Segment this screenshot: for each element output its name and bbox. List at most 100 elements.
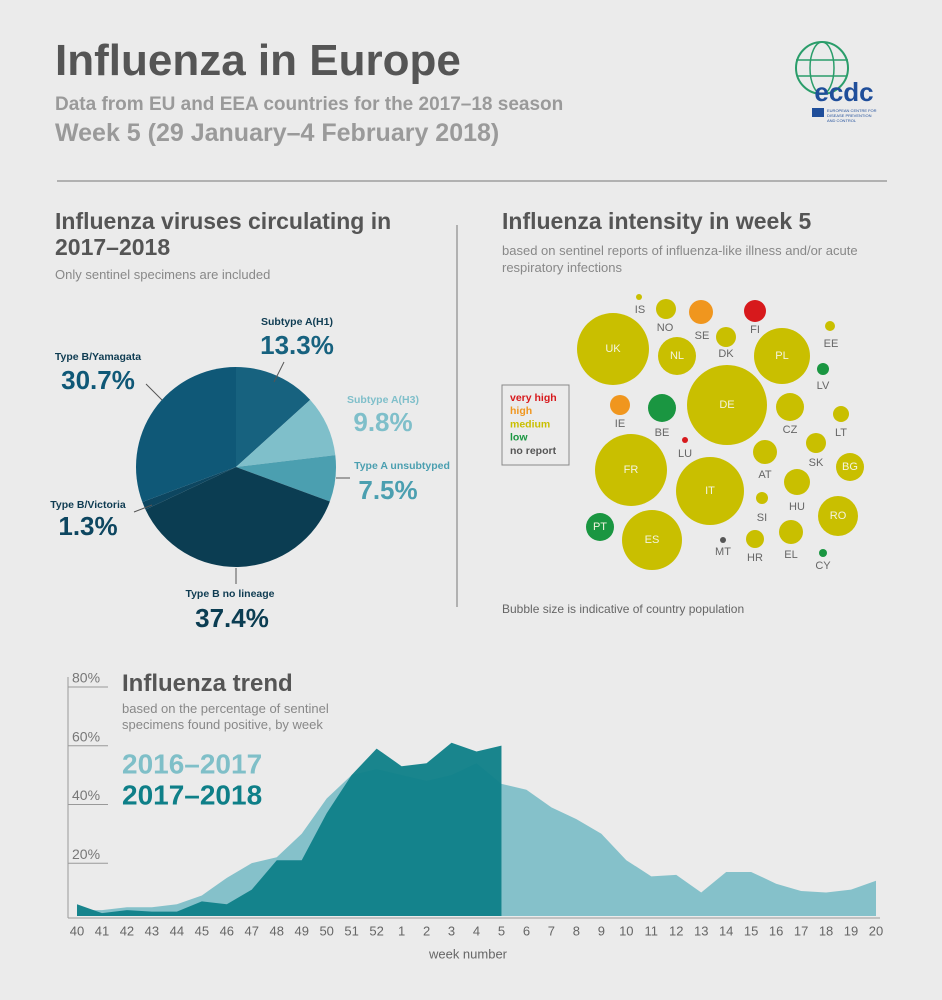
country-bubble xyxy=(682,437,688,443)
pie-slice xyxy=(236,399,336,467)
country-bubble xyxy=(833,406,849,422)
slice-label: Type B/Yamagata xyxy=(55,351,141,363)
x-tick-label: 42 xyxy=(120,923,134,938)
logo-caption: EUROPEAN CENTRE FOR DISEASE PREVENTION A… xyxy=(827,108,877,123)
x-tick-label: 5 xyxy=(498,923,505,938)
country-label: DK xyxy=(718,348,734,360)
x-tick-label: 44 xyxy=(170,923,184,938)
country-bubble xyxy=(754,328,810,384)
slice-label: Type B no lineage xyxy=(185,588,274,600)
country-bubble xyxy=(818,496,858,536)
x-tick-label: 40 xyxy=(70,923,84,938)
country-label: LU xyxy=(678,448,692,460)
country-label: NO xyxy=(657,322,674,334)
legend-item: very high xyxy=(510,392,557,404)
country-bubble xyxy=(746,530,764,548)
leader-line xyxy=(273,361,285,383)
x-tick-label: 14 xyxy=(719,923,733,938)
pie-slice xyxy=(236,455,336,502)
x-tick-label: 2 xyxy=(423,923,430,938)
country-bubble xyxy=(687,365,767,445)
legend-item: high xyxy=(510,405,532,417)
country-bubble xyxy=(817,363,829,375)
country-label: LV xyxy=(817,380,830,392)
country-bubble xyxy=(720,537,726,543)
x-tick-label: 11 xyxy=(645,923,659,938)
country-label: BG xyxy=(842,461,858,473)
x-tick-label: 10 xyxy=(619,923,633,938)
slice-value: 9.8% xyxy=(353,407,412,437)
week: Week 5 (29 January–4 February 2018) xyxy=(55,119,500,147)
country-label: EE xyxy=(824,338,839,350)
country-label: SK xyxy=(809,457,824,469)
country-label: RO xyxy=(830,510,847,522)
slice-label: Subtype A(H3) xyxy=(347,394,419,406)
country-label: ES xyxy=(645,534,660,546)
x-tick-label: 47 xyxy=(245,923,259,938)
country-bubble xyxy=(836,453,864,481)
bubble-title: Influenza intensity in week 5 xyxy=(502,208,812,234)
slice-value: 1.3% xyxy=(58,511,117,541)
y-tick-label: 80% xyxy=(72,670,100,686)
country-bubble xyxy=(636,294,642,300)
x-tick-label: 20 xyxy=(869,923,883,938)
leader-line xyxy=(145,383,163,401)
country-label: FI xyxy=(750,324,760,336)
leader-line xyxy=(133,504,153,513)
country-label: UK xyxy=(605,343,621,355)
country-label: CZ xyxy=(783,424,798,436)
x-tick-label: 16 xyxy=(769,923,783,938)
x-tick-label: 45 xyxy=(195,923,209,938)
legend-item: medium xyxy=(510,418,550,430)
legend-box xyxy=(501,384,570,466)
x-tick-label: 19 xyxy=(844,923,858,938)
x-tick-label: 12 xyxy=(669,923,683,938)
country-bubble xyxy=(825,321,835,331)
country-bubble xyxy=(744,300,766,322)
country-label: MT xyxy=(715,546,731,558)
country-bubble xyxy=(676,457,744,525)
slice-value: 37.4% xyxy=(195,603,269,633)
x-tick-label: 13 xyxy=(694,923,708,938)
x-tick-label: 46 xyxy=(220,923,234,938)
x-axis-label: week number xyxy=(428,946,508,961)
country-bubble xyxy=(806,433,826,453)
x-tick-label: 4 xyxy=(473,923,480,938)
country-bubble xyxy=(622,510,682,570)
x-tick-label: 3 xyxy=(448,923,455,938)
country-bubble xyxy=(658,337,696,375)
x-tick-label: 41 xyxy=(95,923,109,938)
x-tick-label: 15 xyxy=(744,923,758,938)
slice-label: Subtype A(H1) xyxy=(261,316,333,328)
country-label: PT xyxy=(593,521,607,533)
slice-value: 7.5% xyxy=(358,475,417,505)
slice-value: 13.3% xyxy=(260,330,334,360)
legend-item: no report xyxy=(510,445,557,457)
legend-item: 2016–2017 xyxy=(122,748,262,779)
x-tick-label: 52 xyxy=(369,923,383,938)
country-label: LT xyxy=(835,427,847,439)
y-tick-label: 20% xyxy=(72,846,100,862)
country-bubble xyxy=(756,492,768,504)
pie-slice xyxy=(145,467,330,567)
country-label: SE xyxy=(695,330,710,342)
x-tick-label: 8 xyxy=(573,923,580,938)
country-bubble xyxy=(610,395,630,415)
trend-subtitle: based on the percentage of sentinel spec… xyxy=(122,701,329,732)
x-tick-label: 48 xyxy=(270,923,284,938)
pie-slice xyxy=(236,367,311,467)
x-tick-label: 50 xyxy=(319,923,333,938)
y-tick-label: 60% xyxy=(72,728,100,744)
country-label: IE xyxy=(615,418,625,430)
page-subtitle: Data from EU and EEA countries for the 2… xyxy=(55,94,564,115)
x-tick-label: 17 xyxy=(794,923,808,938)
x-tick-label: 7 xyxy=(548,923,555,938)
country-label: EL xyxy=(784,549,797,561)
country-label: FR xyxy=(624,464,639,476)
country-bubble xyxy=(776,393,804,421)
slice-label: Type B/Victoria xyxy=(50,499,126,511)
country-bubble xyxy=(784,469,810,495)
y-tick-label: 40% xyxy=(72,787,100,803)
bubble-note: Bubble size is indicative of country pop… xyxy=(502,602,745,616)
